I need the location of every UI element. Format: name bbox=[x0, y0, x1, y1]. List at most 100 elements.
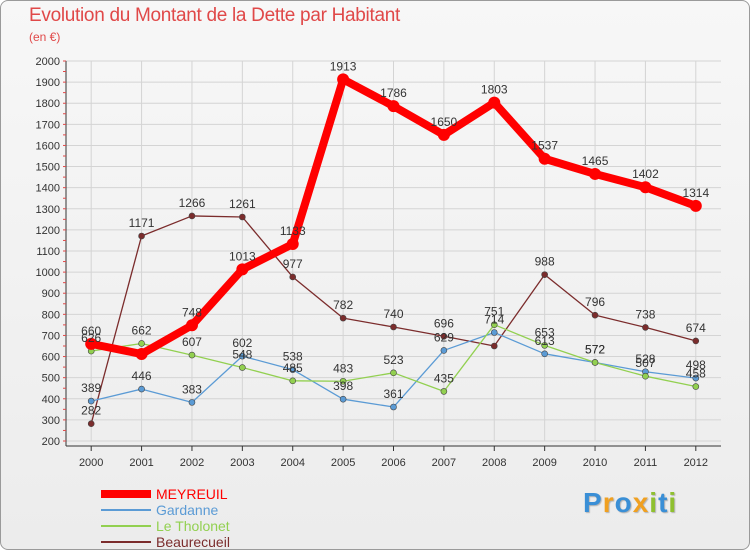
proxiti-logo: Proxiti bbox=[583, 487, 677, 519]
data-point bbox=[188, 399, 196, 406]
legend-label: MEYREUIL bbox=[156, 486, 228, 502]
data-label: 782 bbox=[333, 298, 353, 312]
data-label: 988 bbox=[535, 255, 555, 269]
data-point bbox=[236, 263, 249, 276]
y-tick-label: 900 bbox=[42, 288, 60, 300]
data-point bbox=[440, 388, 448, 395]
data-label: 796 bbox=[585, 295, 605, 309]
x-tick-label: 2011 bbox=[634, 457, 658, 469]
data-point bbox=[538, 152, 551, 165]
data-label: 528 bbox=[635, 352, 655, 366]
data-label: 748 bbox=[182, 305, 202, 319]
data-label: 1133 bbox=[280, 224, 306, 238]
x-tick-label: 2012 bbox=[684, 457, 708, 469]
data-point bbox=[642, 324, 649, 331]
data-point bbox=[239, 364, 246, 371]
data-point bbox=[440, 347, 448, 354]
data-label: 602 bbox=[232, 336, 252, 350]
data-point bbox=[589, 167, 602, 180]
legend-label: Beaurecueil bbox=[156, 534, 230, 550]
data-point bbox=[490, 329, 498, 336]
data-label: 435 bbox=[434, 371, 454, 385]
data-label: 738 bbox=[635, 307, 655, 321]
data-point bbox=[390, 369, 397, 377]
data-point bbox=[591, 311, 599, 319]
data-label: 507 bbox=[635, 356, 655, 370]
y-tick-label: 1700 bbox=[36, 119, 60, 131]
data-label: 1465 bbox=[582, 154, 609, 168]
data-label: 498 bbox=[686, 358, 706, 372]
x-tick-label: 2003 bbox=[230, 457, 254, 469]
data-label: 674 bbox=[686, 321, 706, 335]
data-label: 662 bbox=[132, 323, 152, 337]
legend-label: Gardanne bbox=[156, 502, 219, 518]
data-label: 485 bbox=[283, 361, 303, 375]
chart-subtitle: (en €) bbox=[29, 30, 61, 44]
logo-letter: i bbox=[649, 487, 659, 518]
data-label: 398 bbox=[333, 379, 353, 393]
data-point bbox=[437, 128, 450, 141]
data-label: 740 bbox=[383, 307, 403, 321]
y-tick-label: 1300 bbox=[36, 204, 60, 216]
data-label: 1786 bbox=[380, 86, 407, 100]
data-point bbox=[488, 96, 501, 109]
data-label: 751 bbox=[484, 305, 504, 319]
data-point bbox=[138, 385, 145, 393]
y-tick-label: 800 bbox=[42, 309, 60, 321]
data-label: 653 bbox=[535, 325, 555, 339]
data-point bbox=[289, 377, 297, 385]
data-point bbox=[289, 366, 297, 373]
x-tick-label: 2009 bbox=[532, 457, 556, 469]
data-point bbox=[440, 332, 448, 340]
legend-swatch bbox=[101, 541, 151, 543]
x-tick-label: 2007 bbox=[432, 457, 456, 469]
data-point bbox=[490, 321, 498, 328]
data-label: 626 bbox=[81, 331, 101, 345]
data-label: 389 bbox=[81, 381, 101, 395]
x-tick-label: 2008 bbox=[482, 457, 506, 469]
data-label: 446 bbox=[132, 369, 152, 383]
data-point bbox=[87, 397, 95, 405]
data-point bbox=[339, 314, 347, 322]
data-point bbox=[591, 359, 599, 366]
data-label: 696 bbox=[434, 316, 454, 330]
data-label: 977 bbox=[283, 257, 303, 271]
y-tick-label: 1100 bbox=[36, 246, 60, 258]
x-tick-label: 2010 bbox=[583, 457, 607, 469]
logo-letter: x bbox=[632, 487, 650, 518]
x-tick-label: 2000 bbox=[79, 457, 103, 469]
data-point bbox=[692, 383, 700, 390]
y-tick-label: 1900 bbox=[36, 77, 60, 89]
data-point bbox=[387, 100, 400, 113]
data-point bbox=[185, 319, 198, 332]
data-point bbox=[135, 348, 148, 361]
data-point bbox=[85, 337, 98, 350]
y-tick-label: 1000 bbox=[36, 267, 60, 279]
data-label: 282 bbox=[81, 404, 101, 418]
data-label: 548 bbox=[232, 348, 252, 362]
y-tick-label: 1800 bbox=[36, 98, 60, 110]
data-label: 523 bbox=[383, 353, 403, 367]
data-point bbox=[239, 213, 246, 221]
data-point bbox=[642, 372, 649, 380]
data-point bbox=[339, 377, 347, 385]
y-tick-label: 300 bbox=[42, 415, 60, 427]
data-label: 572 bbox=[585, 342, 605, 356]
data-point bbox=[490, 342, 498, 350]
data-point bbox=[188, 351, 196, 359]
data-point bbox=[188, 212, 196, 220]
data-label: 1314 bbox=[682, 186, 709, 200]
y-tick-label: 1500 bbox=[36, 162, 60, 174]
y-tick-label: 600 bbox=[42, 352, 60, 364]
legend-swatch bbox=[101, 525, 151, 527]
data-label: 629 bbox=[434, 330, 454, 344]
x-tick-label: 2005 bbox=[331, 457, 355, 469]
data-label: 607 bbox=[182, 335, 202, 349]
data-point bbox=[337, 73, 350, 86]
data-label: 1266 bbox=[179, 196, 206, 210]
data-point bbox=[286, 238, 299, 251]
data-point bbox=[692, 374, 700, 382]
y-tick-label: 1400 bbox=[36, 183, 60, 195]
